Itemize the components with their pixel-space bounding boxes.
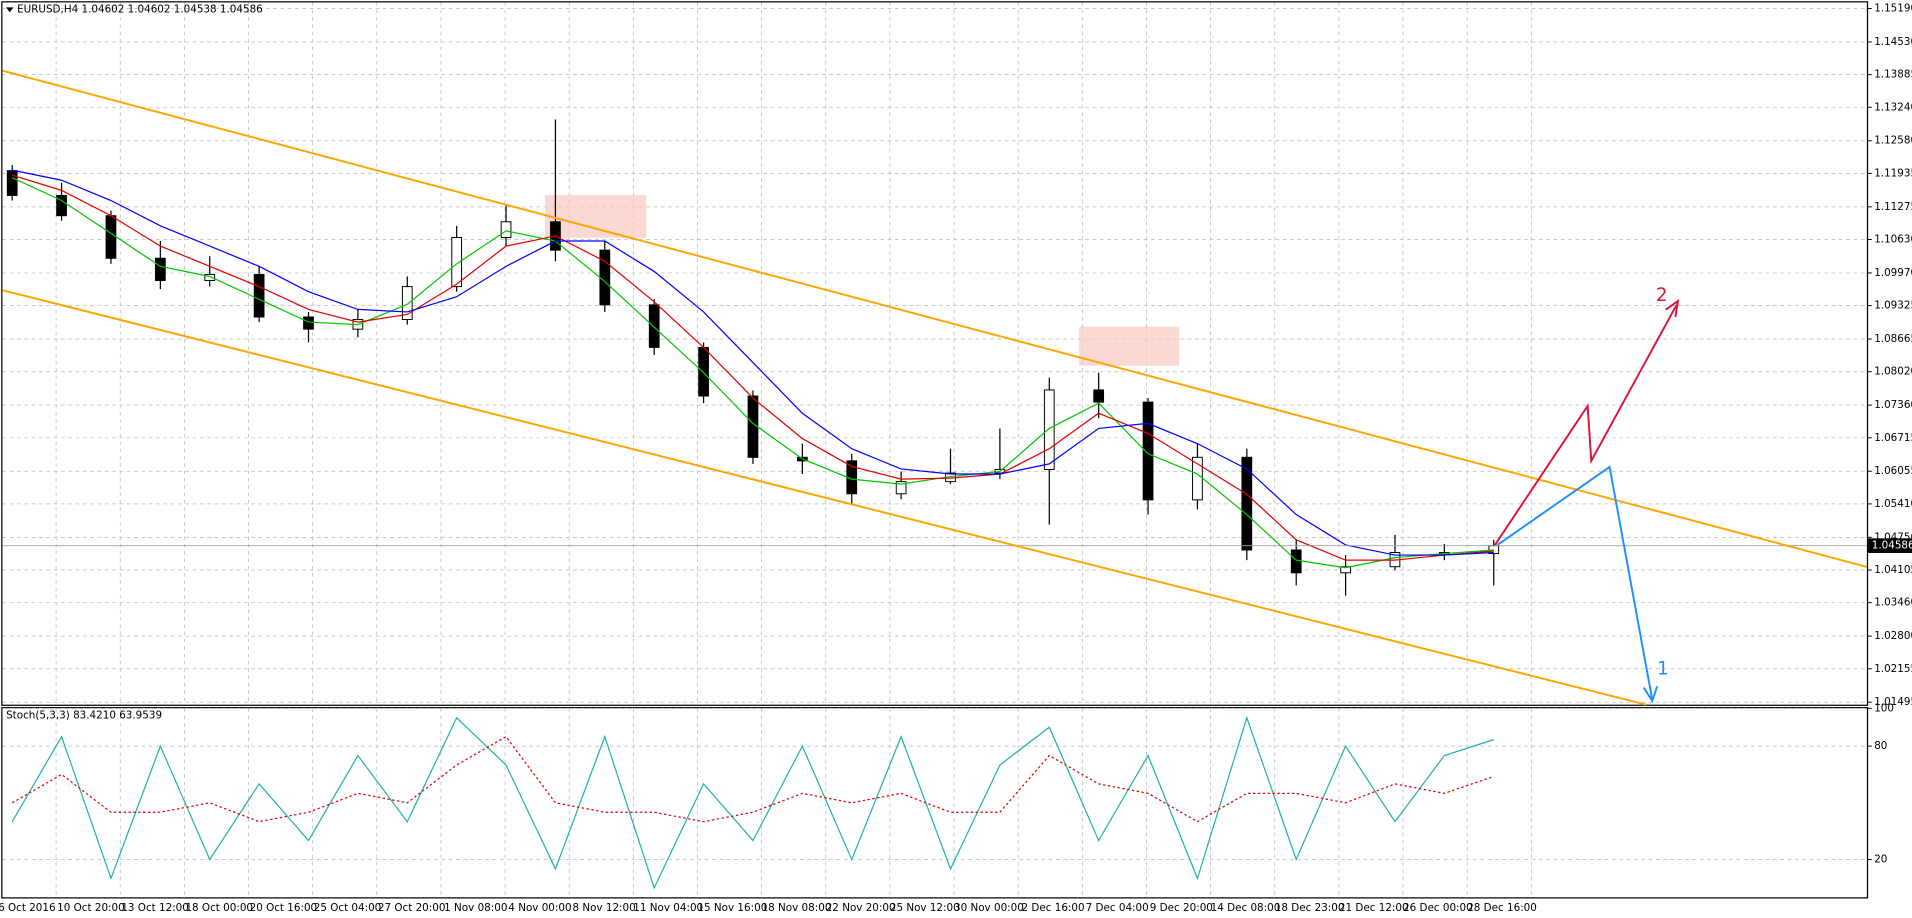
candle-body [56, 194, 67, 217]
price-panel-frame [1, 1, 1869, 706]
candle-body [105, 215, 117, 259]
x-tick-label: 8 Nov 12:00 [572, 902, 635, 914]
candle-body [895, 481, 907, 495]
candle-body [154, 257, 166, 282]
y-tick-label: 1.03460 [1874, 597, 1912, 609]
candle-body [1340, 566, 1351, 574]
x-tick-label: 6 Oct 2016 [0, 902, 56, 914]
y-tick-label: 1.01495 [1874, 696, 1912, 708]
x-tick-label: 9 Dec 20:00 [1150, 902, 1213, 914]
resistance-zone [545, 195, 647, 238]
marks-layer [2, 119, 1867, 890]
candle-body [401, 286, 413, 321]
current-price-label: 1.04586 [1872, 540, 1912, 552]
y-tick-label: 1.06055 [1874, 465, 1912, 477]
x-tick-label: 30 Nov 00:00 [954, 902, 1024, 914]
x-tick-label: 4 Nov 00:00 [508, 902, 571, 914]
candle-body [451, 236, 463, 288]
chart-title: EURUSD,H4 1.04602 1.04602 1.04538 1.0458… [17, 4, 263, 16]
x-tick-label: 21 Dec 12:00 [1339, 902, 1409, 914]
y-tick-label: 20 [1874, 853, 1887, 865]
menu-arrow[interactable] [6, 7, 14, 13]
candle-body [747, 395, 759, 458]
y-tick-label: 1.09970 [1874, 267, 1912, 279]
y-tick-label: 1.05410 [1874, 498, 1912, 510]
y-tick-label: 1.06715 [1874, 432, 1912, 444]
y-tick-label: 1.07360 [1874, 399, 1912, 411]
scenario-arrow-up [1494, 304, 1678, 546]
candle-body [253, 273, 265, 318]
stoch-panel-frame [1, 707, 1869, 899]
x-tick-label: 28 Dec 16:00 [1467, 902, 1537, 914]
x-tick-label: 25 Nov 12:00 [890, 902, 960, 914]
x-tick-label: 15 Nov 16:00 [697, 902, 767, 914]
candle-body [1093, 389, 1105, 403]
x-tick-label: 18 Oct 00:00 [185, 902, 253, 914]
y-tick-label: 1.11275 [1874, 201, 1912, 213]
x-tick-label: 26 Dec 00:00 [1403, 902, 1473, 914]
x-tick-label: 18 Dec 23:00 [1275, 902, 1345, 914]
scenario-arrow-down [1496, 465, 1654, 700]
y-tick-label: 80 [1874, 740, 1887, 752]
y-tick-label: 1.12580 [1874, 135, 1912, 147]
x-tick-label: 22 Nov 20:00 [826, 902, 896, 914]
x-tick-label: 20 Oct 16:00 [250, 902, 318, 914]
y-tick-label: 1.09325 [1874, 300, 1912, 312]
channel-lower [2, 289, 1647, 706]
candle-body [500, 221, 512, 238]
y-tick-label: 1.08020 [1874, 366, 1912, 378]
moving-average [12, 174, 1494, 561]
scenario-label: 1 [1657, 658, 1669, 679]
x-tick-label: 1 Nov 08:00 [444, 902, 507, 914]
candle-body [1290, 549, 1302, 574]
x-tick-label: 7 Dec 04:00 [1086, 902, 1149, 914]
y-tick-label: 1.13885 [1874, 69, 1912, 81]
candle-body [6, 170, 18, 196]
arrow-head [1642, 686, 1659, 704]
y-tick-label: 1.14530 [1874, 36, 1912, 48]
y-tick-label: 1.04105 [1874, 564, 1912, 576]
y-tick-label: 1.02800 [1874, 630, 1912, 642]
candle-body [1142, 401, 1154, 501]
candle-body [1241, 456, 1253, 551]
y-tick-label: 1.15190 [1874, 3, 1912, 15]
scenario-label: 2 [1656, 285, 1668, 306]
candle-body [303, 316, 314, 330]
resistance-zone [1079, 326, 1180, 366]
moving-average [11, 177, 1494, 569]
current-price-box [1868, 538, 1912, 553]
candle-body [204, 273, 216, 282]
y-tick-label: 1.10630 [1874, 234, 1912, 246]
candle-body [698, 346, 709, 397]
y-tick-label: 1.11935 [1874, 167, 1912, 179]
channel-upper [2, 69, 1868, 568]
x-tick-label: 25 Oct 04:00 [314, 902, 382, 914]
candle-body [1043, 389, 1055, 470]
candle-body [599, 249, 611, 306]
y-tick-label: 100 [1874, 702, 1894, 714]
x-tick-label: 27 Oct 20:00 [378, 902, 446, 914]
x-tick-label: 13 Oct 12:00 [121, 902, 189, 914]
x-tick-label: 14 Dec 08:00 [1211, 902, 1281, 914]
y-tick-label: 1.02155 [1874, 663, 1912, 675]
y-tick-label: 1.08665 [1874, 333, 1912, 345]
moving-average [12, 169, 1494, 556]
x-tick-label: 2 Dec 16:00 [1022, 902, 1085, 914]
indicator-title: Stoch(5,3,3) 83.4210 63.9539 [6, 710, 162, 722]
x-tick-label: 11 Nov 04:00 [633, 902, 703, 914]
stochastic-line [11, 715, 1494, 890]
x-tick-label: 18 Nov 08:00 [762, 902, 832, 914]
y-tick-label: 1.13240 [1874, 101, 1912, 113]
arrow-head [1665, 299, 1680, 318]
y-tick-label: 1.04750 [1874, 531, 1912, 543]
candle-body [648, 304, 660, 348]
x-tick-label: 10 Oct 20:00 [57, 902, 125, 914]
